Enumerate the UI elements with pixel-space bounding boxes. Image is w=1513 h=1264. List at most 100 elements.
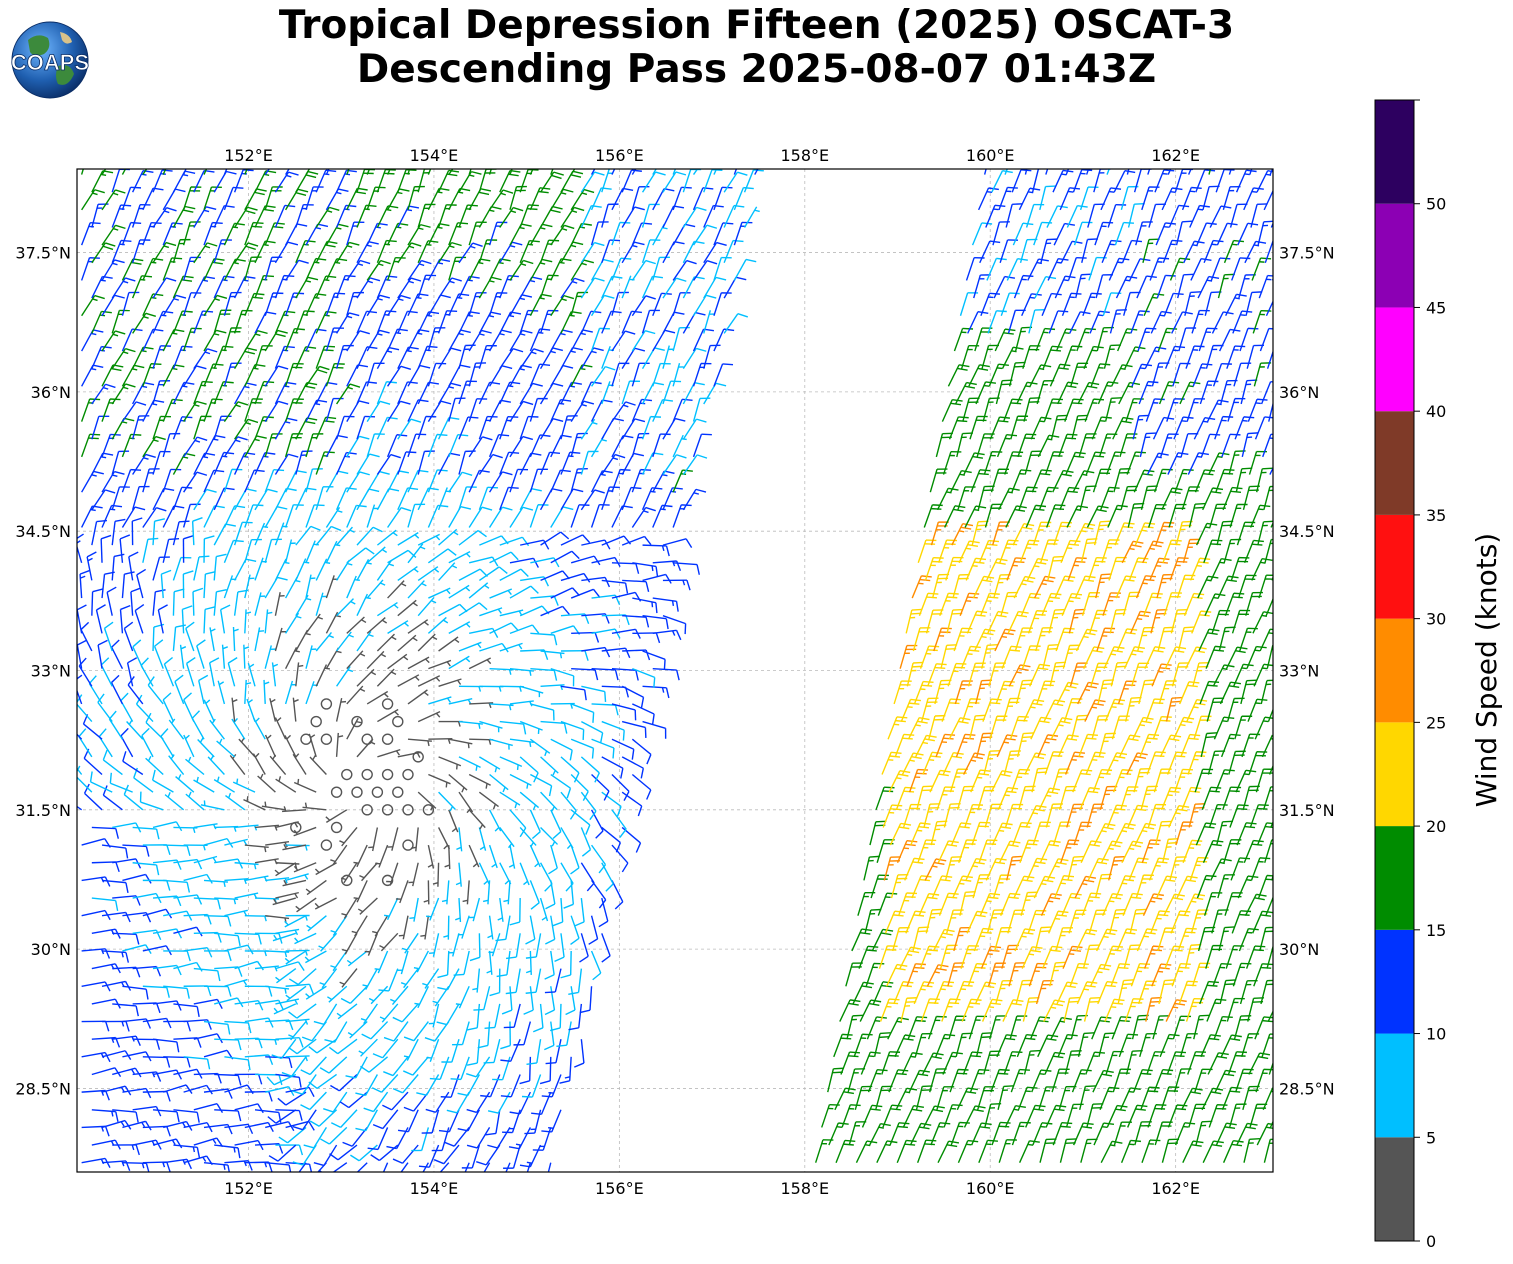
wind-barb — [927, 1015, 947, 1040]
wind-barb — [938, 892, 959, 916]
wind-barb — [519, 415, 539, 440]
wind-barb — [905, 910, 926, 934]
wind-barb — [530, 703, 555, 721]
wind-barb — [1228, 169, 1232, 175]
wind-barb — [313, 1003, 338, 1025]
wind-barb — [1179, 1033, 1198, 1058]
wind-barb — [487, 1127, 511, 1149]
wind-barb — [407, 503, 426, 528]
wind-barb — [1045, 169, 1049, 175]
wind-barb — [162, 398, 183, 422]
wind-barb — [485, 1109, 501, 1136]
wind-barb — [488, 169, 492, 175]
wind-barb — [1265, 299, 1273, 317]
wind-barb — [1041, 292, 1062, 317]
wind-barb — [387, 507, 412, 528]
wind-barb — [152, 1109, 180, 1123]
wind-barb — [203, 699, 215, 722]
wind-barb — [559, 1056, 572, 1084]
wind-barb — [407, 619, 429, 634]
wind-barb — [271, 662, 279, 687]
wind-barb — [998, 1139, 1017, 1163]
wind-barb — [1088, 256, 1107, 281]
wind-barb — [956, 1087, 978, 1111]
wind-barb — [1152, 715, 1172, 740]
wind-barb — [942, 1051, 963, 1075]
wind-barb — [539, 171, 564, 193]
colorbar-label: Wind Speed (knots) — [1470, 533, 1503, 807]
wind-barb — [468, 436, 493, 458]
wind-barb — [1249, 504, 1271, 528]
wind-barb — [1038, 1086, 1057, 1110]
wind-barb — [1142, 893, 1164, 916]
wind-barb — [852, 981, 874, 1005]
wind-barb — [448, 738, 473, 749]
wind-barb — [417, 675, 441, 687]
wind-barb — [473, 986, 491, 1011]
wind-barb — [203, 1123, 233, 1135]
wind-barb — [539, 897, 549, 922]
wind-barb — [499, 756, 523, 771]
wind-barb — [1055, 627, 1075, 652]
wind-barb — [943, 1104, 963, 1128]
wind-barb — [601, 486, 620, 511]
wind-barb — [81, 1020, 110, 1032]
wind-barb — [377, 708, 399, 723]
wind-barb — [672, 504, 692, 528]
wind-barb — [468, 329, 492, 352]
wind-barb — [1251, 257, 1272, 281]
wind-barb — [547, 1162, 552, 1172]
wind-barb — [1153, 1069, 1174, 1093]
wind-barb — [544, 968, 562, 994]
wind-barb — [962, 1051, 983, 1075]
wind-barb — [392, 1144, 419, 1164]
wind-barb — [346, 221, 365, 246]
wind-barb — [300, 733, 312, 745]
wind-barb — [101, 294, 125, 317]
wind-barb — [1111, 1016, 1132, 1040]
wind-barb — [540, 684, 565, 691]
wind-barb — [81, 470, 104, 493]
wind-barb — [122, 751, 144, 776]
wind-barb — [1114, 522, 1135, 546]
wind-barb — [478, 486, 499, 511]
wind-barb — [152, 518, 165, 546]
wind-barb — [83, 748, 103, 776]
wind-barb — [554, 933, 565, 963]
wind-barb — [285, 1120, 315, 1131]
wind-barb — [234, 347, 257, 370]
wind-barb — [254, 274, 274, 299]
wind-barb — [366, 546, 388, 564]
wind-barb — [611, 362, 630, 387]
wind-barb — [360, 1003, 378, 1024]
wind-barb — [417, 710, 441, 723]
wind-barb — [91, 519, 107, 546]
wind-barb — [1251, 558, 1273, 581]
colorbar-tick-label: 5 — [1426, 1128, 1436, 1147]
wind-barb — [1146, 751, 1166, 775]
wind-barb — [448, 773, 468, 793]
wind-barb — [1141, 186, 1160, 211]
wind-barb — [387, 580, 407, 599]
wind-barb — [682, 454, 708, 475]
wind-barb — [881, 1051, 901, 1075]
wind-barb — [1121, 540, 1144, 564]
wind-barb — [284, 433, 303, 458]
wind-barb — [833, 1033, 853, 1058]
wind-barb — [1207, 1052, 1229, 1075]
wind-barb — [285, 612, 302, 634]
lon-tick-label-bottom: 162°E — [1151, 1179, 1200, 1198]
wind-barb — [193, 776, 215, 793]
wind-barb — [225, 792, 246, 811]
wind-barb — [81, 189, 105, 211]
lat-tick-label-left: 34.5°N — [15, 522, 71, 541]
wind-barb — [889, 1122, 910, 1146]
colorbar-bin — [1375, 411, 1414, 515]
wind-barb — [580, 756, 600, 783]
wind-barb — [529, 844, 541, 868]
wind-barb — [288, 1038, 317, 1055]
wind-barb — [285, 188, 309, 211]
wind-barb — [350, 1144, 378, 1162]
wind-barb — [305, 433, 324, 458]
wind-barb — [509, 700, 534, 707]
